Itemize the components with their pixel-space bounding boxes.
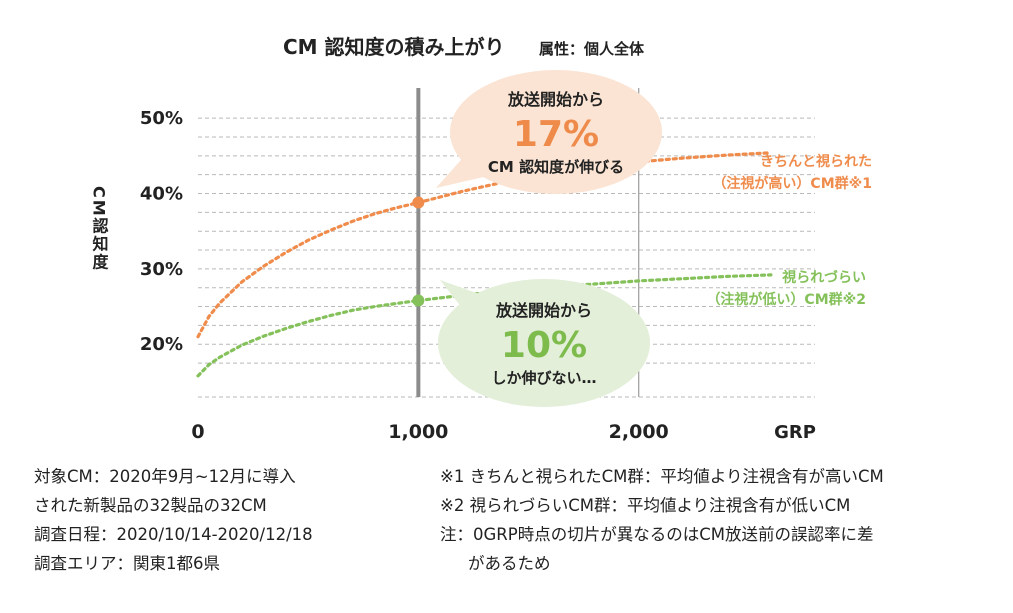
callout-bubble [450, 70, 662, 194]
y-axis-label: CM認知度 [90, 186, 109, 272]
chart-title: CM 認知度の積み上がり [283, 35, 505, 59]
note-line: 対象CM：2020年9月~12月に導入 [34, 467, 296, 486]
note-line: 調査エリア：関東1都6県 [34, 554, 220, 573]
note-line: ※2 視られづらいCM群：平均値より注視含有が低いCM [440, 496, 851, 515]
callout-text: しか伸びない… [491, 369, 596, 387]
marker-layer [412, 196, 425, 307]
tick-layer: 50% 40% 30% 20% 0 1,000 2,000 [140, 108, 669, 443]
series-label-1: （注視が高い）CM群※1 [712, 175, 872, 192]
notes-left: 対象CM：2020年9月~12月に導入 された新製品の32製品の32CM 調査日… [34, 462, 313, 578]
data-point-marker [412, 294, 425, 307]
y-tick-label: 20% [140, 334, 183, 355]
callout-text: 放送開始から [507, 90, 604, 109]
y-tick-label: 40% [140, 184, 183, 205]
callout-1: 放送開始から 17% CM 認知度が伸びる [436, 70, 662, 194]
note-line: ※1 きちんと視られたCM群：平均値より注視含有が高いCM [440, 467, 884, 486]
series-label-1: きちんと視られた [760, 153, 872, 170]
note-line: があるため [468, 554, 551, 573]
note-line: 注：0GRP時点の切片が異なるのはCM放送前の誤認率に差 [440, 525, 874, 544]
data-point-marker [412, 196, 425, 209]
x-tick-label: 0 [191, 421, 204, 443]
callout-value: 10% [501, 325, 587, 366]
series-label-2: （注視が低い）CM群※2 [706, 291, 866, 308]
note-line: された新製品の32製品の32CM [34, 496, 267, 515]
callout-text: CM 認知度が伸びる [488, 158, 624, 176]
x-axis-label: GRP [774, 422, 816, 443]
y-tick-label: 30% [140, 259, 183, 280]
callout-text: 放送開始から [495, 301, 592, 320]
notes-right: ※1 きちんと視られたCM群：平均値より注視含有が高いCM ※2 視られづらいC… [440, 462, 884, 578]
series-line-2 [196, 273, 773, 378]
note-line: 調査日程：2020/10/14-2020/12/18 [34, 525, 313, 544]
x-tick-label: 1,000 [388, 421, 448, 443]
series-labels: きちんと視られた （注視が高い）CM群※1 視られづらい （注視が低い）CM群※2 [706, 153, 872, 308]
callout-2: 放送開始から 10% しか伸びない… [438, 279, 650, 407]
series-label-2: 視られづらい [781, 269, 866, 286]
chart-subtitle: 属性：個人全体 [539, 40, 645, 58]
y-tick-label: 50% [140, 108, 183, 129]
callout-value: 17% [513, 114, 599, 155]
x-tick-label: 2,000 [609, 421, 669, 443]
callout-bubble [438, 279, 650, 407]
